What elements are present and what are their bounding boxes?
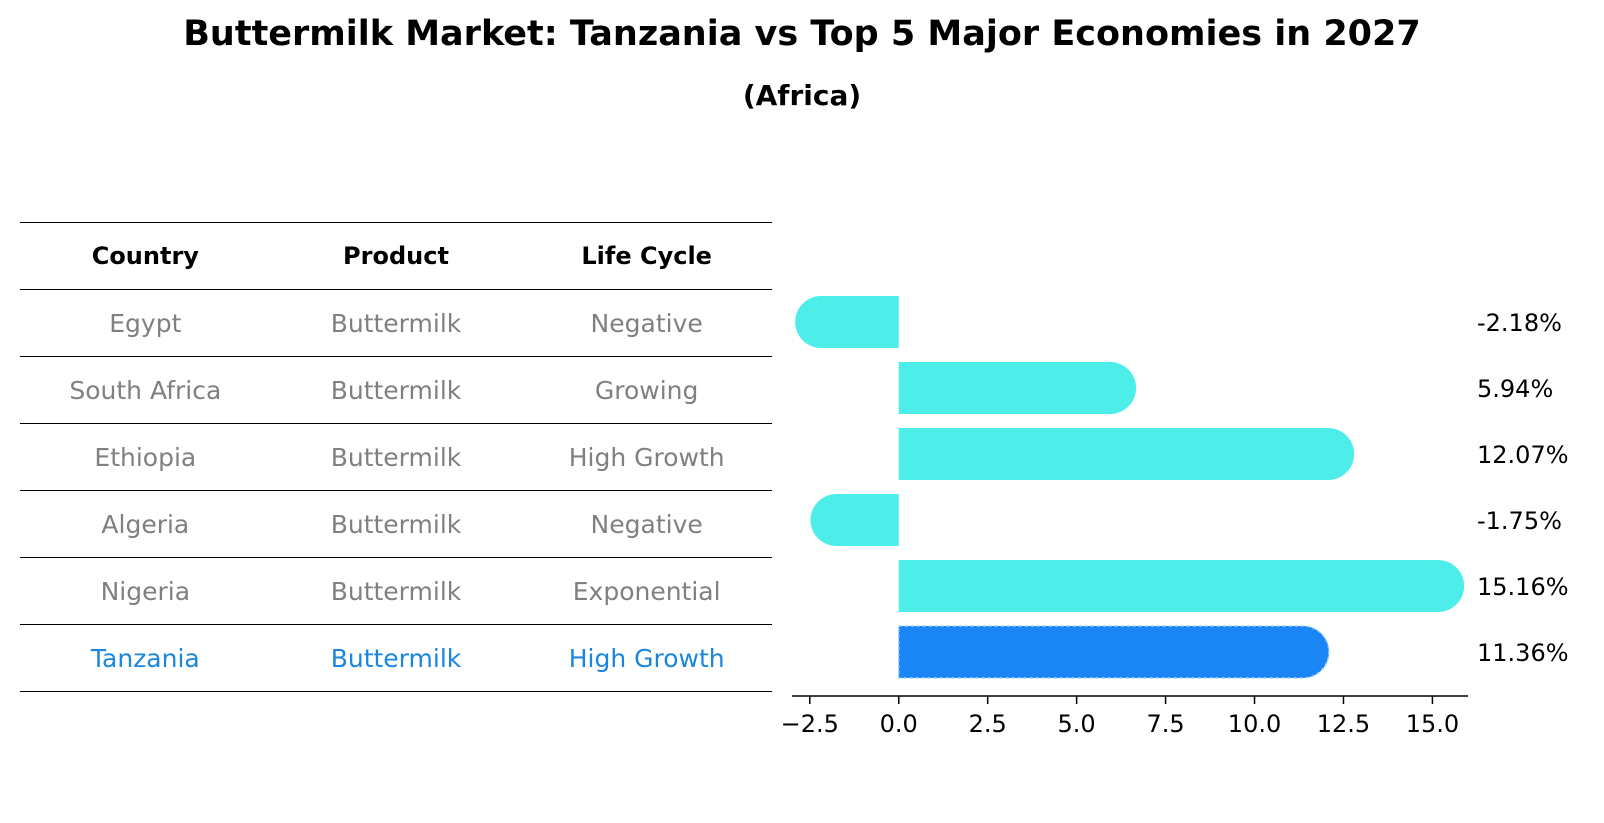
cell-country: South Africa — [20, 356, 271, 424]
x-tick-label: −2.5 — [781, 710, 839, 738]
bar-algeria — [810, 494, 899, 546]
x-tick-label: 5.0 — [1058, 710, 1096, 738]
value-label: 12.07% — [1477, 441, 1569, 469]
bar-egypt — [795, 296, 899, 348]
bar-nigeria — [898, 560, 1465, 612]
x-tick-label: 7.5 — [1146, 710, 1184, 738]
x-tick-label: 0.0 — [880, 710, 918, 738]
data-table: Country Product Life Cycle Egypt Butterm… — [20, 222, 772, 692]
cell-life-cycle: Negative — [521, 289, 772, 357]
table-row-highlight: Tanzania Buttermilk High Growth — [20, 624, 772, 692]
value-label: -2.18% — [1477, 309, 1562, 337]
cell-product: Buttermilk — [270, 423, 522, 491]
x-tick-label: 2.5 — [969, 710, 1007, 738]
column-header-product: Product — [270, 222, 522, 290]
bar-ethiopia — [898, 428, 1355, 480]
x-tick-label: 10.0 — [1228, 710, 1281, 738]
cell-life-cycle: Negative — [521, 490, 772, 558]
chart-subtitle: (Africa) — [742, 79, 862, 112]
value-label: 15.16% — [1477, 573, 1569, 601]
cell-country: Egypt — [20, 289, 271, 357]
cell-product: Buttermilk — [270, 490, 522, 558]
cell-life-cycle: High Growth — [521, 624, 772, 692]
table-row: Egypt Buttermilk Negative — [20, 289, 772, 357]
cell-product: Buttermilk — [270, 557, 522, 625]
table-row: Nigeria Buttermilk Exponential — [20, 557, 772, 625]
table-header-row: Country Product Life Cycle — [20, 222, 772, 290]
value-label: 11.36% — [1477, 639, 1569, 667]
table-row: South Africa Buttermilk Growing — [20, 356, 772, 424]
cell-product: Buttermilk — [270, 289, 522, 357]
value-label: 5.94% — [1477, 375, 1553, 403]
value-label: -1.75% — [1477, 507, 1562, 535]
x-tick-label: 15.0 — [1406, 710, 1459, 738]
cell-country: Tanzania — [20, 624, 271, 692]
cell-country: Ethiopia — [20, 423, 271, 491]
chart-title: Buttermilk Market: Tanzania vs Top 5 Maj… — [183, 14, 1421, 54]
table-row: Ethiopia Buttermilk High Growth — [20, 423, 772, 491]
x-tick-label: 12.5 — [1317, 710, 1370, 738]
cell-life-cycle: Exponential — [521, 557, 772, 625]
cell-product: Buttermilk — [270, 624, 522, 692]
cell-life-cycle: High Growth — [521, 423, 772, 491]
cell-country: Nigeria — [20, 557, 271, 625]
column-header-life-cycle: Life Cycle — [521, 222, 772, 290]
table-row: Algeria Buttermilk Negative — [20, 490, 772, 558]
bar-tanzania — [897, 625, 1330, 679]
column-header-country: Country — [20, 222, 271, 290]
cell-life-cycle: Growing — [521, 356, 772, 424]
cell-country: Algeria — [20, 490, 271, 558]
bar-south-africa — [898, 362, 1137, 414]
cell-product: Buttermilk — [270, 356, 522, 424]
